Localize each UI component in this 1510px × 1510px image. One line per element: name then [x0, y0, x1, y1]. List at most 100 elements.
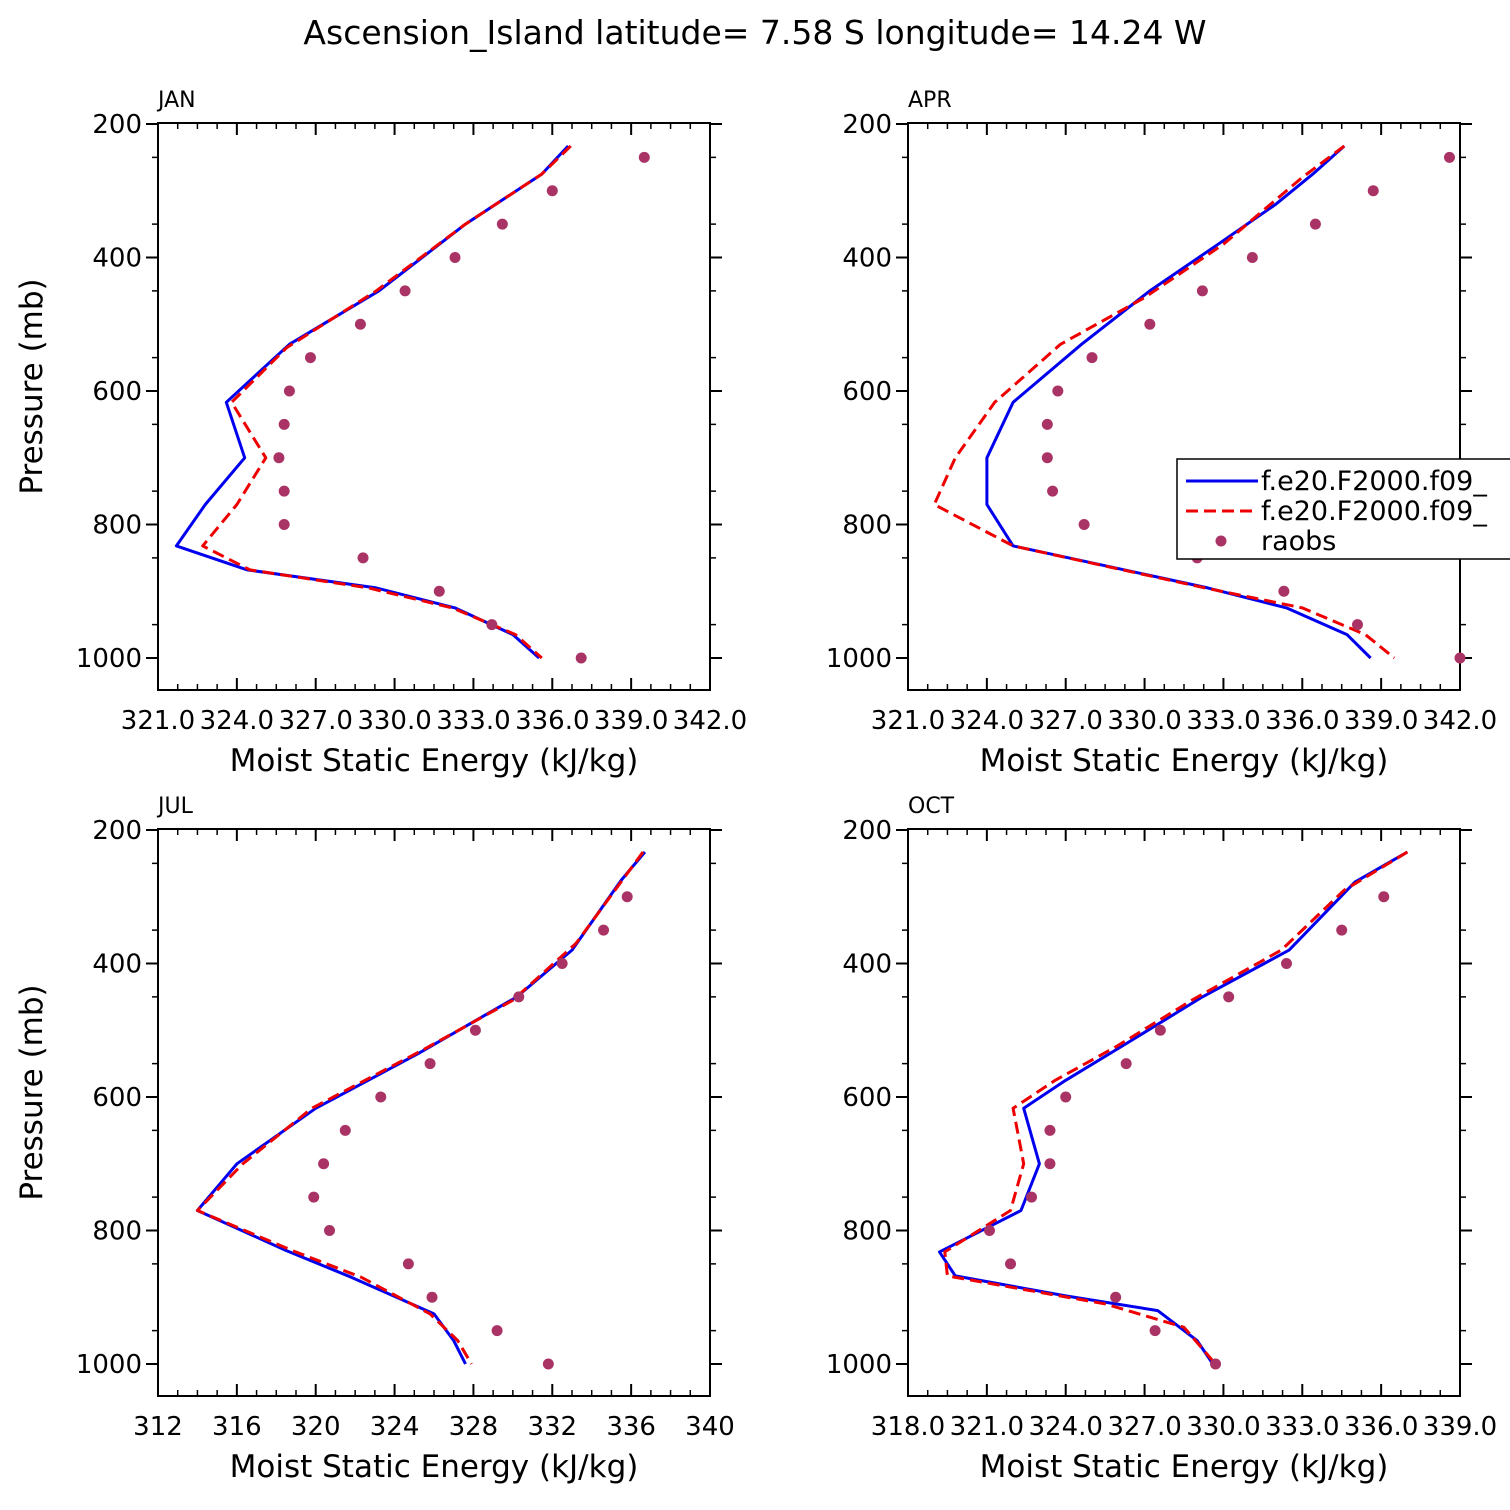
plot-frame-oct [907, 828, 1461, 1397]
raobs-point-apr [1309, 218, 1321, 230]
y-tick-label-oct: 1000 [826, 1350, 892, 1380]
y-tick-label-oct: 600 [842, 1083, 892, 1113]
raobs-point-oct [1223, 991, 1235, 1003]
legend-swatch-raobs [1215, 535, 1227, 547]
raobs-point-jan [278, 485, 290, 497]
y-tick-label-jan: 1000 [76, 644, 142, 674]
x-tick-label-jan: 327.0 [278, 706, 352, 736]
raobs-point-oct [1378, 891, 1390, 903]
raobs-point-apr [1246, 252, 1258, 263]
x-tick-label-jul: 316 [212, 1412, 262, 1442]
dashed-series-line-jul [195, 851, 645, 1365]
raobs-point-oct [1044, 1158, 1056, 1170]
raobs-point-jul [598, 924, 610, 936]
raobs-point-oct [1044, 1124, 1056, 1136]
raobs-point-apr [1196, 285, 1208, 297]
raobs-point-jul [426, 1291, 438, 1303]
raobs-point-jul [424, 1058, 436, 1070]
raobs-point-jan [433, 585, 445, 597]
raobs-point-jul [542, 1358, 554, 1370]
raobs-point-oct [983, 1225, 995, 1236]
x-tick-label-jul: 340 [685, 1412, 735, 1442]
raobs-point-oct [1060, 1091, 1072, 1103]
plot-frame-jan [157, 122, 711, 691]
raobs-point-apr [1351, 619, 1363, 631]
x-tick-label-oct: 333.0 [1265, 1412, 1339, 1442]
x-tick-label-jan: 324.0 [200, 706, 274, 736]
raobs-point-jan [449, 252, 461, 263]
x-tick-label-oct: 321.0 [950, 1412, 1024, 1442]
raobs-point-jan [575, 652, 587, 664]
raobs-point-jul [308, 1191, 320, 1203]
raobs-point-jul [491, 1325, 503, 1337]
raobs-point-oct [1026, 1191, 1038, 1203]
raobs-point-apr [1052, 385, 1064, 397]
panel-jul: JUL 312 316 320 324 328 332 336 340 200 400 600 800 1… [14, 794, 735, 1485]
raobs-point-jul [324, 1225, 336, 1236]
panel-label-jul: JUL [156, 794, 194, 819]
raobs-point-oct [1120, 1058, 1132, 1070]
y-tick-label-oct: 200 [842, 816, 892, 846]
raobs-point-jan [486, 619, 498, 631]
legend-label-raobs: raobs [1261, 526, 1336, 557]
raobs-point-jul [513, 991, 525, 1003]
x-axis-label-jan: Moist Static Energy (kJ/kg) [230, 743, 639, 779]
x-tick-label-jan: 339.0 [594, 706, 668, 736]
x-tick-label-jan: 336.0 [515, 706, 589, 736]
raobs-point-jul [318, 1158, 330, 1170]
panel-label-oct: OCT [908, 794, 955, 819]
raobs-point-apr [1278, 585, 1290, 597]
raobs-point-oct [1154, 1024, 1166, 1036]
x-tick-label-apr: 333.0 [1186, 706, 1260, 736]
y-tick-label-apr: 200 [842, 110, 892, 140]
plot-frame-jul [157, 828, 711, 1397]
legend-label-model-a: f.e20.F2000.f09_ [1261, 466, 1487, 497]
raobs-point-apr [1144, 318, 1156, 330]
y-tick-label-jul: 1000 [76, 1350, 142, 1380]
y-tick-label-oct: 400 [842, 950, 892, 980]
dashed-series-line-jan [201, 144, 572, 660]
y-tick-label-apr: 400 [842, 244, 892, 274]
raobs-point-jan [357, 552, 369, 564]
raobs-point-apr [1078, 519, 1090, 530]
raobs-point-oct [1005, 1258, 1017, 1270]
y-axis-label-jul: Pressure (mb) [14, 984, 50, 1200]
x-tick-label-jul: 320 [291, 1412, 341, 1442]
legend-label-model-b: f.e20.F2000.f09_ [1261, 496, 1487, 527]
raobs-point-jan [546, 185, 558, 197]
raobs-point-oct [1281, 958, 1293, 969]
raobs-point-jan [399, 285, 411, 297]
panel-label-apr: APR [908, 88, 952, 113]
panel-label-jan: JAN [156, 88, 196, 113]
legend: f.e20.F2000.f09_ f.e20.F2000.f09_ raobs [1176, 458, 1510, 560]
y-axis-label-jan: Pressure (mb) [14, 278, 50, 494]
x-tick-label-apr: 324.0 [950, 706, 1024, 736]
raobs-point-jan [304, 352, 316, 364]
y-tick-label-jan: 800 [92, 511, 142, 541]
x-tick-label-apr: 342.0 [1423, 706, 1497, 736]
solid-series-line-oct [938, 850, 1409, 1365]
solid-series-line-jul [195, 851, 647, 1365]
raobs-point-apr [1367, 185, 1379, 197]
dashed-series-line-apr [932, 144, 1396, 660]
raobs-point-jan [496, 218, 508, 230]
x-tick-label-jul: 328 [449, 1412, 499, 1442]
x-tick-label-jan: 333.0 [436, 706, 510, 736]
raobs-point-apr [1047, 485, 1059, 497]
x-tick-label-oct: 336.0 [1344, 1412, 1418, 1442]
x-tick-label-oct: 327.0 [1107, 1412, 1181, 1442]
x-tick-label-jul: 332 [527, 1412, 577, 1442]
raobs-point-jul [621, 891, 633, 903]
y-tick-label-apr: 800 [842, 511, 892, 541]
raobs-point-jul [339, 1124, 351, 1136]
legend-box [1176, 458, 1510, 560]
y-tick-label-jul: 800 [92, 1217, 142, 1247]
solid-series-line-jan [174, 144, 570, 660]
raobs-point-jan [278, 519, 290, 530]
x-tick-label-jul: 336 [606, 1412, 656, 1442]
x-tick-label-jan: 321.0 [121, 706, 195, 736]
y-tick-label-apr: 1000 [826, 644, 892, 674]
raobs-point-jan [273, 452, 285, 464]
panel-oct: OCT 318.0 321.0 324.0 327.0 330.0 333.0 336.0 33… [826, 794, 1497, 1485]
